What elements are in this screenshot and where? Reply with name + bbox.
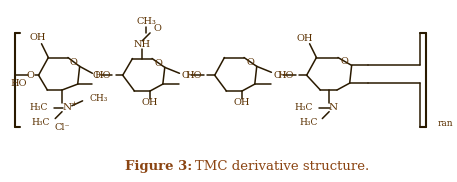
Text: HO: HO — [11, 79, 27, 88]
Text: NH: NH — [134, 40, 151, 49]
Text: HO: HO — [186, 71, 202, 80]
Text: OH: OH — [29, 33, 46, 42]
Text: O: O — [70, 58, 78, 67]
Text: O: O — [273, 71, 281, 80]
Text: O: O — [92, 71, 100, 80]
Text: H₃C: H₃C — [32, 118, 50, 127]
Text: O: O — [341, 57, 349, 66]
Text: N: N — [62, 103, 71, 112]
Text: TMC derivative structure.: TMC derivative structure. — [195, 160, 369, 173]
Text: O: O — [27, 71, 35, 80]
Text: CH₃: CH₃ — [90, 94, 108, 103]
Text: O: O — [247, 58, 255, 67]
Text: Figure 3:: Figure 3: — [125, 160, 192, 173]
Text: HO: HO — [95, 71, 111, 80]
Text: O: O — [155, 59, 163, 68]
Text: +: + — [70, 100, 77, 108]
Text: H₃C: H₃C — [294, 103, 313, 112]
Text: N: N — [329, 103, 338, 112]
Text: HO: HO — [277, 71, 294, 80]
Text: H₃C: H₃C — [299, 118, 318, 127]
Text: CH₃: CH₃ — [136, 17, 156, 26]
Text: OH: OH — [234, 98, 250, 107]
Text: OH: OH — [297, 34, 313, 43]
Text: ran: ran — [438, 119, 453, 128]
Text: O: O — [153, 24, 161, 33]
Text: H₃C: H₃C — [29, 103, 48, 112]
Text: O: O — [181, 71, 189, 80]
Text: OH: OH — [142, 98, 159, 107]
Text: Cl⁻: Cl⁻ — [54, 123, 70, 132]
